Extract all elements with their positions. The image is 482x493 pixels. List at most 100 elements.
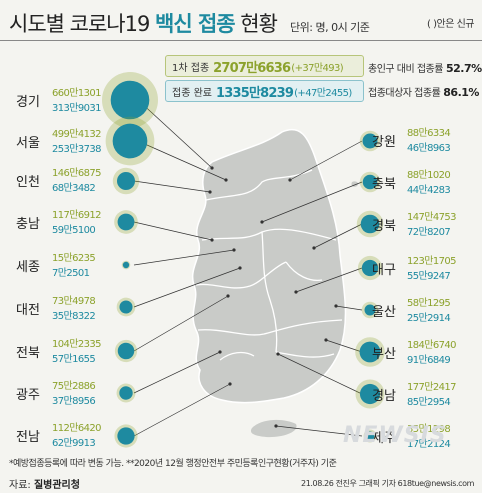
bubble-full-dose	[359, 341, 381, 363]
region-label-9: 강원 88만6334 46만8963	[362, 120, 482, 160]
leader-line	[277, 353, 363, 395]
title-divider	[0, 40, 482, 41]
region-name: 대구	[372, 263, 396, 278]
full-dose-delta: (+47만2455)	[294, 87, 352, 99]
bubble-full-dose	[119, 300, 133, 314]
leader-dot	[232, 248, 236, 252]
region-name: 경기	[16, 95, 40, 110]
full-dose-value-label: 55만9247	[407, 271, 451, 282]
footnote: *예방접종등록에 따라 변동 가능. **2020년 12월 행정안전부 주민등…	[9, 459, 337, 469]
first-dose-value-label: 184만6740	[407, 340, 457, 351]
full-dose-value-label: 253만3738	[52, 144, 102, 155]
region-name: 충남	[16, 217, 40, 232]
jeju-island-shape	[250, 419, 297, 438]
new-note: ( )안은 신규	[427, 19, 474, 30]
leader-line	[295, 267, 363, 293]
region-label-7: 광주 75만2886 37만8956	[10, 373, 130, 413]
region-name: 충북	[372, 177, 396, 192]
region-label-13: 울산 58만1295 25만2914	[362, 290, 482, 330]
region-label-11: 경북 147만4753 72만8207	[362, 204, 482, 244]
first-dose-value-label: 58만1295	[407, 298, 451, 309]
region-label-6: 전북 104만2335 57만1655	[10, 331, 130, 371]
region-name: 부산	[372, 347, 396, 362]
first-dose-value-label: 73만4978	[52, 296, 96, 307]
full-dose-value-label: 62만9913	[52, 438, 96, 449]
leader-dot	[276, 352, 280, 356]
first-dose-summary: 1차 접종 2707만6636 (+37만493)	[165, 55, 364, 77]
bubble-full-dose	[359, 383, 381, 405]
leader-line	[133, 351, 221, 394]
first-dose-label: 1차 접종	[172, 62, 210, 74]
region-label-5: 대전 73만4978 35만8322	[10, 288, 130, 328]
source-label: 자료:	[9, 480, 34, 491]
region-name: 경북	[372, 219, 396, 234]
full-dose-value-label: 313만9031	[52, 103, 102, 114]
region-border	[219, 351, 255, 361]
leader-dot	[312, 246, 316, 250]
leader-line	[133, 267, 241, 308]
bubble-full-dose	[365, 431, 375, 441]
region-name: 서울	[16, 136, 40, 151]
first-dose-value-label: 104만2335	[52, 339, 102, 350]
full-dose-value-label: 57만1655	[52, 354, 96, 365]
region-border	[201, 228, 337, 241]
region-border	[275, 351, 335, 358]
bubble-full-dose	[110, 80, 150, 120]
bubble-full-dose	[117, 342, 135, 360]
leader-line	[335, 305, 363, 311]
first-dose-value-label: 112만6420	[52, 423, 102, 434]
full-dose-value-label: 17만2124	[407, 439, 451, 450]
leader-dot	[224, 178, 228, 182]
title-prefix: 시도별 코로나19	[9, 12, 155, 36]
leader-dot	[324, 338, 328, 342]
leader-dot	[210, 166, 214, 170]
bubble-full-dose	[360, 214, 380, 234]
credit: 21.08.26 전진우 그래픽 기자 618tue@newsis.com	[301, 479, 474, 488]
first-dose-delta: (+37만493)	[291, 62, 344, 74]
leader-dot	[274, 424, 278, 428]
leader-dot	[294, 290, 298, 294]
first-dose-value: 2707만6636	[213, 60, 291, 76]
leader-dot	[238, 266, 242, 270]
first-dose-value-label: 88만6334	[407, 128, 451, 139]
leader-line	[133, 221, 213, 241]
first-dose-value-label: 123만1705	[407, 256, 457, 267]
region-label-2: 인천 146만6875 68만3482	[10, 160, 130, 200]
region-name: 인천	[16, 175, 40, 190]
leader-dot	[226, 294, 230, 298]
leader-line	[275, 425, 363, 437]
leader-dot	[218, 350, 222, 354]
leader-line	[137, 99, 213, 169]
first-dose-value-label: 147만4753	[407, 212, 457, 223]
leader-dot	[260, 220, 264, 224]
region-label-1: 서울 499만4132 253만3738	[10, 121, 130, 161]
full-dose-value-label: 85만2954	[407, 397, 451, 408]
first-dose-value-label: 499만4132	[52, 129, 102, 140]
full-dose-value-label: 68만3482	[52, 183, 96, 194]
bubble-full-dose	[117, 213, 135, 231]
region-label-12: 대구 123만1705 55만9247	[362, 248, 482, 288]
region-name: 광주	[16, 388, 40, 403]
full-dose-value-label: 25만2914	[407, 313, 451, 324]
region-name: 대전	[16, 303, 40, 318]
leader-line	[313, 223, 363, 249]
region-label-10: 충북 88만1020 44만4283	[362, 162, 482, 202]
full-dose-value-label: 91만6849	[407, 355, 451, 366]
leader-dot	[208, 190, 212, 194]
region-label-15: 경남 177만2417 85만2954	[362, 374, 482, 414]
full-dose-summary: 접종 완료 1335만8239 (+47만2455)	[165, 80, 364, 102]
target-rate: 접종대상자 접종률 86.1%	[368, 84, 479, 99]
bubble-full-dose	[119, 386, 133, 400]
first-dose-value-label: 146만6875	[52, 168, 102, 179]
leader-line	[133, 180, 211, 193]
leader-line	[133, 249, 235, 266]
region-name: 울산	[372, 305, 396, 320]
region-border	[261, 231, 278, 353]
region-label-4: 세종 15만6235 7만2501	[10, 245, 130, 285]
full-dose-value-label: 35만8322	[52, 311, 96, 322]
leader-line	[261, 181, 363, 223]
leader-dot	[288, 178, 292, 182]
source-name: 질병관리청	[33, 480, 80, 491]
bubble-full-dose	[362, 174, 378, 190]
